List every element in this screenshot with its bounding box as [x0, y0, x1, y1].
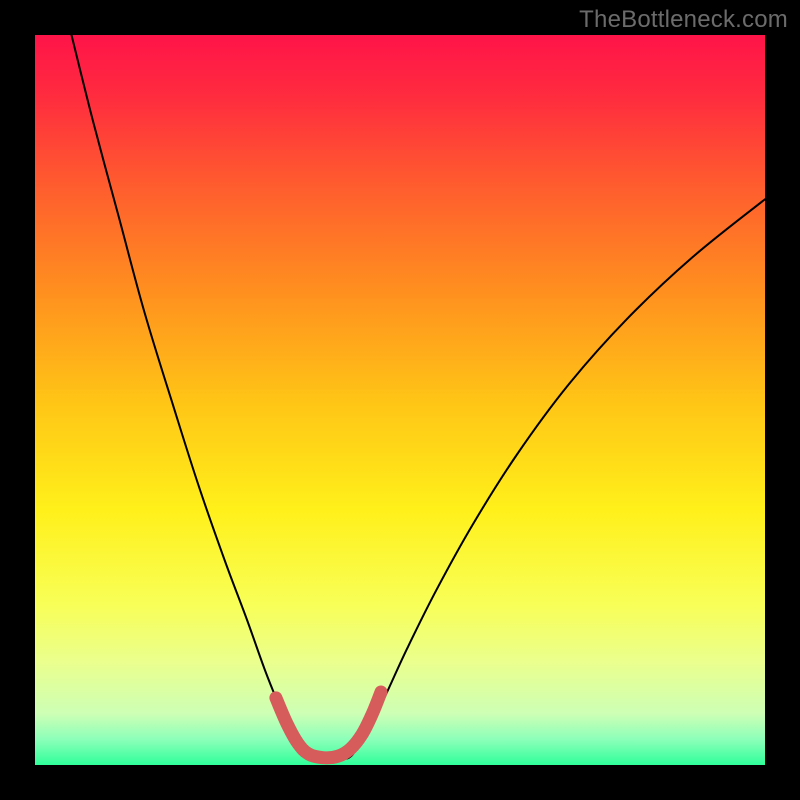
chart-canvas: TheBottleneck.com	[0, 0, 800, 800]
watermark-text: TheBottleneck.com	[579, 6, 788, 34]
gradient-background	[35, 35, 765, 765]
bottleneck-chart-svg	[35, 35, 765, 765]
plot-area	[35, 35, 765, 765]
